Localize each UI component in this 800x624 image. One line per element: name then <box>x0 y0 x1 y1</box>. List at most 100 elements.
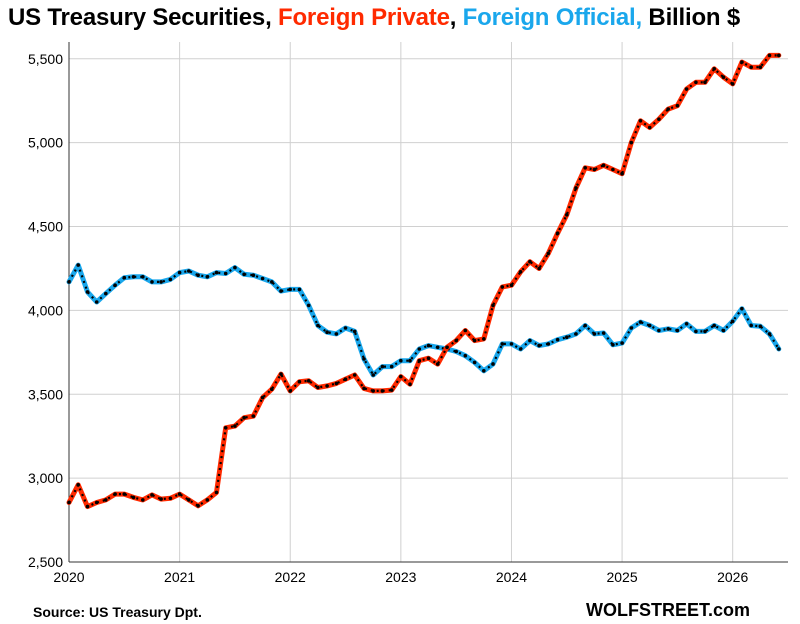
data-point <box>684 322 689 326</box>
y-tick-label: 5,500 <box>28 51 63 67</box>
data-point <box>565 213 569 217</box>
data-point <box>76 483 80 487</box>
data-point <box>500 342 505 346</box>
data-point <box>399 374 403 379</box>
data-point <box>767 332 772 336</box>
data-point <box>94 300 99 304</box>
x-tick-label: 2022 <box>275 569 306 585</box>
data-point <box>555 231 560 235</box>
data-point <box>251 273 256 278</box>
data-point <box>380 389 385 393</box>
data-point <box>408 358 412 363</box>
y-tick-label: 5,000 <box>28 135 63 151</box>
data-point <box>187 269 191 273</box>
data-point <box>574 332 578 336</box>
data-point <box>131 275 136 279</box>
data-point <box>168 277 173 282</box>
data-point <box>666 327 670 331</box>
data-point <box>518 347 523 351</box>
axes <box>68 42 788 563</box>
data-point <box>196 273 200 278</box>
data-point <box>399 358 403 363</box>
data-point <box>537 343 541 348</box>
data-point <box>233 424 237 428</box>
data-point <box>445 345 449 350</box>
data-point <box>343 377 348 382</box>
x-tick-label: 2021 <box>164 569 195 585</box>
data-point <box>251 414 256 418</box>
data-point <box>666 107 670 111</box>
brand-watermark: WOLFSTREET.com <box>586 600 751 620</box>
data-point <box>417 358 422 363</box>
data-point <box>334 381 339 386</box>
data-point <box>611 343 615 347</box>
data-point <box>67 500 71 505</box>
data-point <box>730 319 735 324</box>
data-point <box>196 504 200 508</box>
data-point <box>758 65 763 69</box>
data-point <box>104 291 108 296</box>
data-point <box>777 347 781 351</box>
data-point <box>233 265 237 270</box>
y-tick-label: 3,500 <box>28 386 63 402</box>
data-point <box>159 280 163 284</box>
data-point <box>758 324 763 329</box>
data-point <box>509 283 514 288</box>
data-point <box>352 373 357 377</box>
data-point <box>297 287 302 292</box>
y-tick-label: 3,000 <box>28 470 63 486</box>
data-point <box>426 356 431 361</box>
data-point <box>463 328 468 333</box>
data-point <box>482 369 486 373</box>
data-point <box>611 167 615 172</box>
series-lines <box>66 52 782 510</box>
data-point <box>352 329 357 334</box>
data-point <box>528 259 532 264</box>
data-point <box>113 492 117 496</box>
data-point <box>500 285 505 289</box>
data-point <box>85 290 90 294</box>
data-point <box>159 497 163 501</box>
data-point <box>297 379 302 384</box>
data-point <box>325 330 329 335</box>
data-point <box>740 60 744 64</box>
y-tick-label: 4,000 <box>28 302 63 318</box>
data-point <box>150 493 154 497</box>
source-note: Source: US Treasury Dpt. <box>33 604 202 620</box>
data-point <box>279 372 283 376</box>
data-point <box>482 337 486 341</box>
data-point <box>601 331 606 335</box>
x-tick-label: 2023 <box>385 569 416 585</box>
data-point <box>214 490 219 495</box>
data-point <box>122 275 127 280</box>
grid <box>69 42 788 562</box>
x-tick-label: 2025 <box>606 569 637 585</box>
data-point <box>417 347 422 351</box>
data-point <box>592 332 597 336</box>
data-point <box>288 287 293 292</box>
foreign-private-line-group <box>66 52 782 510</box>
data-point <box>141 275 145 279</box>
data-point <box>684 87 689 91</box>
data-point <box>592 167 597 172</box>
data-point <box>629 140 634 145</box>
data-point <box>205 498 210 502</box>
data-point <box>122 492 127 496</box>
data-point <box>546 251 551 256</box>
title-prefix: US Treasury Securities, <box>8 4 279 31</box>
data-point <box>749 65 753 69</box>
data-point <box>426 343 431 348</box>
data-point <box>712 323 716 328</box>
data-point <box>509 342 514 346</box>
data-point <box>141 498 145 502</box>
data-point <box>67 280 71 284</box>
data-point <box>316 385 320 390</box>
data-point <box>94 500 99 505</box>
data-point <box>362 357 366 361</box>
data-point <box>721 328 726 333</box>
data-point <box>242 415 246 420</box>
foreign-official-line-group <box>66 262 782 378</box>
data-point <box>638 119 643 123</box>
foreign-private-line <box>66 52 782 510</box>
